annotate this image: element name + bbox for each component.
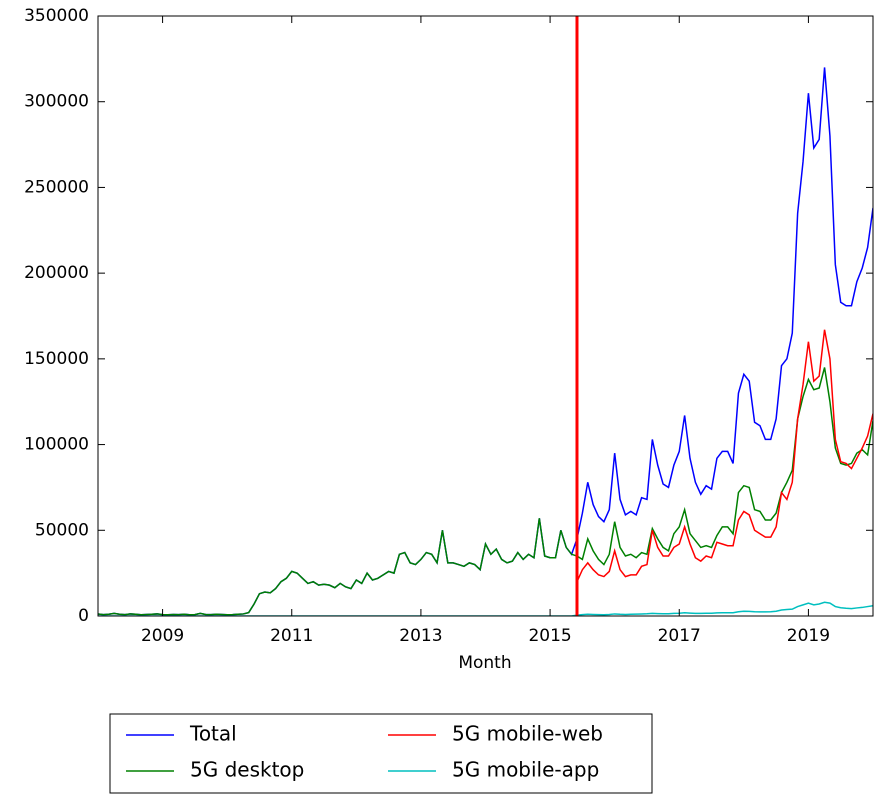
y-tick-label: 300000	[24, 92, 89, 112]
y-tick-label: 100000	[24, 435, 89, 455]
x-axis-label: Month	[458, 653, 511, 673]
y-tick-label: 350000	[24, 6, 89, 26]
legend-label: 5G desktop	[190, 758, 304, 782]
legend-box	[109, 713, 653, 794]
x-tick-label: 2013	[399, 626, 442, 646]
x-tick-label: 2015	[528, 626, 571, 646]
plot	[98, 16, 873, 616]
y-tick-label: 250000	[24, 177, 89, 197]
plot-frame	[97, 15, 874, 617]
x-tick-label: 2011	[270, 626, 313, 646]
data-line	[98, 367, 873, 616]
x-tick-label: 2009	[141, 626, 184, 646]
x-tick-label: 2017	[658, 626, 701, 646]
legend-label: Total	[189, 722, 237, 746]
data-line	[576, 329, 873, 583]
legend-label: 5G mobile-app	[452, 758, 599, 782]
legend-label: 5G mobile-web	[452, 722, 603, 746]
y-tick-label: 150000	[24, 349, 89, 369]
x-tick-label: 2019	[787, 626, 830, 646]
y-tick-label: 0	[78, 606, 89, 626]
y-tick-label: 200000	[24, 263, 89, 283]
data-line	[98, 601, 873, 616]
y-tick-label: 50000	[35, 520, 89, 540]
data-line	[98, 67, 873, 616]
